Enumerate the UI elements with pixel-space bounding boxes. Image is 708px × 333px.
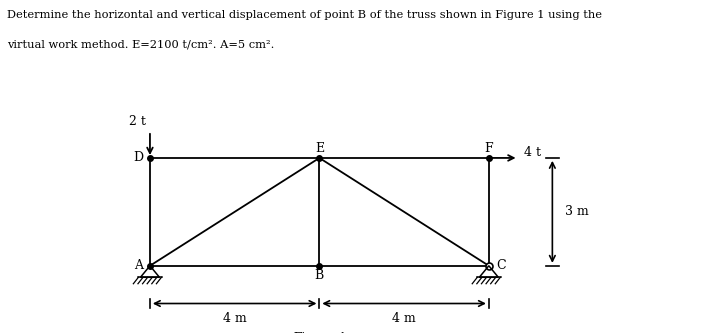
Text: B: B [315, 269, 324, 282]
Text: Figure 1: Figure 1 [292, 332, 346, 333]
Text: 2 t: 2 t [129, 116, 146, 129]
Text: E: E [315, 143, 324, 156]
Text: D: D [133, 152, 143, 165]
Text: 3 m: 3 m [565, 205, 589, 218]
Text: A: A [134, 259, 142, 272]
Text: Determine the horizontal and vertical displacement of point B of the truss shown: Determine the horizontal and vertical di… [7, 10, 602, 20]
Text: 4 t: 4 t [523, 146, 540, 159]
Text: F: F [484, 143, 493, 156]
Text: 4 m: 4 m [392, 312, 416, 325]
Text: 4 m: 4 m [223, 312, 246, 325]
Text: C: C [496, 259, 506, 272]
Text: virtual work method. E=2100 t/cm². A=5 cm².: virtual work method. E=2100 t/cm². A=5 c… [7, 40, 275, 50]
